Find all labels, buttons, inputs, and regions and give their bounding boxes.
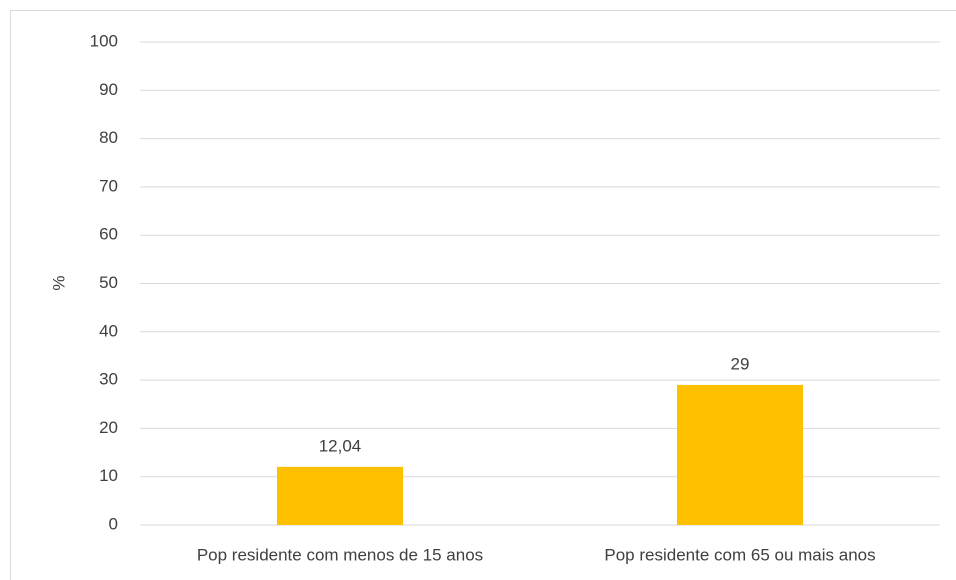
y-tick-label: 90	[99, 80, 118, 99]
y-tick-label: 0	[109, 514, 118, 533]
y-tick-label: 50	[99, 273, 118, 292]
y-tick-label: 80	[99, 128, 118, 147]
y-tick-label: 40	[99, 321, 118, 340]
data-label: 12,04	[319, 436, 362, 455]
bar	[677, 384, 803, 525]
y-tick-label: 10	[99, 466, 118, 485]
data-label: 29	[731, 354, 750, 373]
y-tick-label: 20	[99, 418, 118, 437]
chart-border	[10, 10, 956, 580]
y-tick-label: 70	[99, 176, 118, 195]
y-tick-label: 30	[99, 370, 118, 389]
y-tick-label: 60	[99, 225, 118, 244]
y-tick-label: 100	[90, 31, 118, 50]
y-axis-label: %	[49, 275, 68, 290]
bar	[277, 466, 403, 525]
x-tick-label: Pop residente com menos de 15 anos	[197, 545, 483, 564]
x-tick-label: Pop residente com 65 ou mais anos	[604, 545, 875, 564]
